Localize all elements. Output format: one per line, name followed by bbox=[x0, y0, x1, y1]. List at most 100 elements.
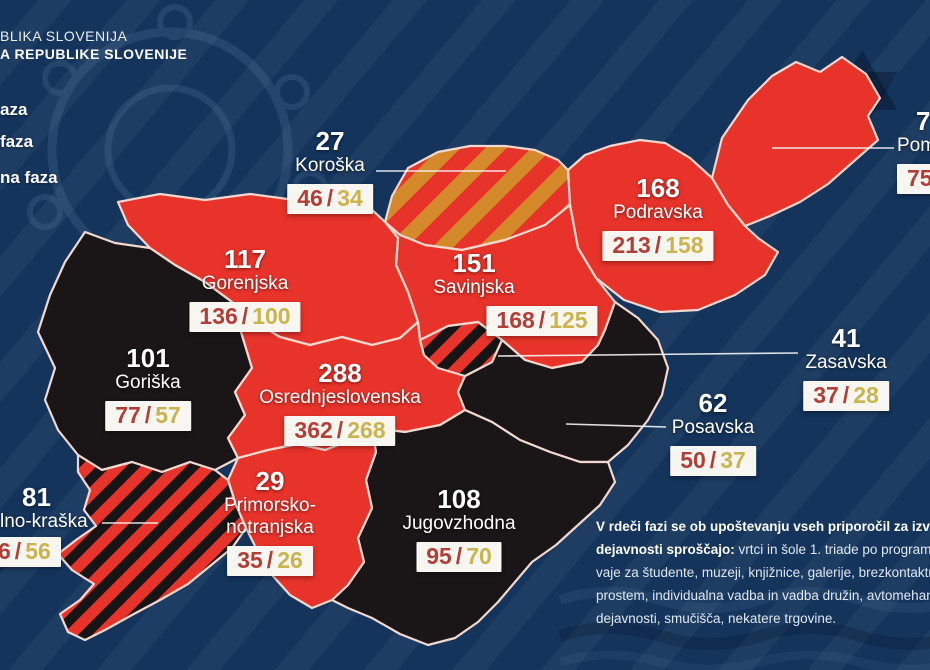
value-yellow: 70 bbox=[466, 543, 492, 569]
info-line4: prostem, individualna vadba in vadba dru… bbox=[596, 588, 930, 603]
info-line2-rest: vrtci in šole 1. triade po programu C, n… bbox=[738, 542, 930, 557]
value-red: 213 bbox=[612, 232, 651, 258]
region-name-line2: notranjska bbox=[226, 517, 314, 538]
label-posavska: 62 Posavska 50/37 bbox=[670, 390, 756, 476]
region-name: Pomu bbox=[897, 135, 930, 156]
value-red: 50 bbox=[680, 447, 706, 473]
value-red: 136 bbox=[199, 303, 238, 329]
label-pomurska: 7 Pomu 75 bbox=[897, 108, 930, 194]
value-yellow: 268 bbox=[347, 417, 386, 443]
label-osrednjeslovenska: 288 Osrednjeslovenska 362/268 bbox=[259, 360, 421, 446]
region-name: Gorenjska bbox=[201, 273, 289, 294]
value-red: 362 bbox=[294, 417, 333, 443]
info-line1-bold: V rdeči fazi se ob upoštevanju vseh prip… bbox=[596, 519, 930, 534]
cases-count: 101 bbox=[126, 343, 170, 373]
region-name: Zasavska bbox=[805, 352, 887, 373]
government-header: BLIKA SLOVENIJA A REPUBLIKE SLOVENIJE bbox=[0, 27, 187, 63]
cases-count: 7 bbox=[916, 106, 930, 136]
info-line5: dejavnosti, smučišča, nekatere trgovine. bbox=[596, 611, 837, 626]
values-box: 37/28 bbox=[803, 381, 889, 411]
label-podravska: 168 Podravska 213/158 bbox=[602, 173, 714, 261]
value-red: 168 bbox=[496, 307, 535, 333]
value-yellow: 26 bbox=[277, 547, 303, 573]
legend-item-3: na faza bbox=[0, 168, 58, 187]
cases-count: 151 bbox=[452, 248, 496, 278]
header-line1: BLIKA SLOVENIJA bbox=[0, 28, 128, 44]
pointer-zasavska bbox=[497, 352, 799, 357]
cases-count: 117 bbox=[224, 244, 266, 274]
cases-count: 27 bbox=[315, 126, 345, 156]
values-box: 75 bbox=[897, 164, 930, 194]
info-line1: V rdeči fazi se ob upoštevanju vseh prip… bbox=[596, 515, 930, 538]
values-box: 362/268 bbox=[284, 416, 396, 446]
label-jugovzhodna: 108 Jugovzhodna 95/70 bbox=[402, 484, 516, 572]
region-name: Savinjska bbox=[433, 277, 515, 298]
region-name: Podravska bbox=[613, 202, 703, 223]
value-yellow: 37 bbox=[720, 447, 746, 473]
value-red: 75 bbox=[907, 165, 930, 191]
region-zasavska bbox=[418, 320, 504, 378]
cases-count: 41 bbox=[831, 323, 861, 353]
label-obalno-values-box: 6/56 bbox=[0, 537, 61, 567]
value-yellow: 125 bbox=[549, 307, 588, 333]
value-red: 46 bbox=[297, 185, 323, 211]
value-red: 77 bbox=[115, 402, 141, 428]
value-separator: / bbox=[144, 402, 152, 428]
value-red: 35 bbox=[237, 547, 263, 573]
info-line2-bold: dejavnosti sproščajo: bbox=[596, 542, 735, 557]
value-yellow: 34 bbox=[337, 185, 363, 211]
value-separator: / bbox=[842, 382, 850, 408]
cases-count: 168 bbox=[636, 173, 680, 203]
region-name: Goriška bbox=[115, 372, 181, 393]
values-box: 77/57 bbox=[105, 401, 191, 431]
region-name: Jugovzhodna bbox=[402, 513, 516, 534]
label-obalno-name: lno-kraška bbox=[0, 511, 88, 532]
label-koroska: 27 Koroška 46/34 bbox=[287, 128, 373, 214]
region-podravska bbox=[566, 138, 780, 314]
value-red: 95 bbox=[426, 543, 452, 569]
value-yellow: 158 bbox=[665, 232, 704, 258]
region-name: Koroška bbox=[295, 155, 365, 176]
values-box: 168/125 bbox=[486, 306, 598, 336]
value-red: 6 bbox=[0, 538, 11, 564]
values-box: 35/26 bbox=[227, 546, 313, 576]
label-obalno-cases: 81 bbox=[22, 482, 51, 512]
info-line2: dejavnosti sproščajo: vrtci in šole 1. t… bbox=[596, 538, 930, 561]
value-yellow: 100 bbox=[252, 303, 291, 329]
label-goriska: 101 Goriška 77/57 bbox=[105, 345, 191, 431]
region-name: Posavska bbox=[671, 417, 755, 438]
value-separator: / bbox=[654, 232, 662, 258]
label-zasavska: 41 Zasavska 37/28 bbox=[803, 325, 889, 411]
label-savinjska: 151 Savinjska 168/125 bbox=[418, 248, 598, 336]
values-box: 46/34 bbox=[287, 184, 373, 214]
region-name: Osrednjeslovenska bbox=[259, 387, 421, 408]
value-yellow: 56 bbox=[25, 538, 51, 564]
region-name-line1: Primorsko- bbox=[224, 495, 316, 516]
value-yellow: 57 bbox=[155, 402, 181, 428]
region-posavska bbox=[456, 300, 670, 464]
info-line3: vaje za študente, muzeji, knjižnice, gal… bbox=[596, 565, 930, 580]
cases-count: 108 bbox=[437, 484, 481, 514]
value-separator: / bbox=[241, 303, 249, 329]
region-obalno-kraska bbox=[56, 453, 248, 642]
value-red: 37 bbox=[813, 382, 839, 408]
value-yellow: 28 bbox=[853, 382, 879, 408]
legend-item-2: faza bbox=[0, 132, 34, 151]
value-separator: / bbox=[709, 447, 717, 473]
legend-item-1: aza bbox=[0, 100, 28, 119]
values-box: 50/37 bbox=[670, 446, 756, 476]
region-pomurska bbox=[710, 55, 882, 228]
values-box: 95/70 bbox=[416, 542, 502, 572]
value-separator: / bbox=[326, 185, 334, 211]
cases-count: 62 bbox=[698, 388, 728, 418]
value-separator: / bbox=[455, 543, 463, 569]
label-gorenjska: 117 Gorenjska 136/100 bbox=[189, 244, 301, 332]
values-box: 213/158 bbox=[602, 231, 714, 261]
values-box: 136/100 bbox=[189, 302, 301, 332]
waves-watermark bbox=[558, 587, 930, 670]
red-phase-info-text: V rdeči fazi se ob upoštevanju vseh prip… bbox=[596, 515, 930, 630]
header-line2: A REPUBLIKE SLOVENIJE bbox=[0, 46, 188, 62]
value-separator: / bbox=[336, 417, 344, 443]
